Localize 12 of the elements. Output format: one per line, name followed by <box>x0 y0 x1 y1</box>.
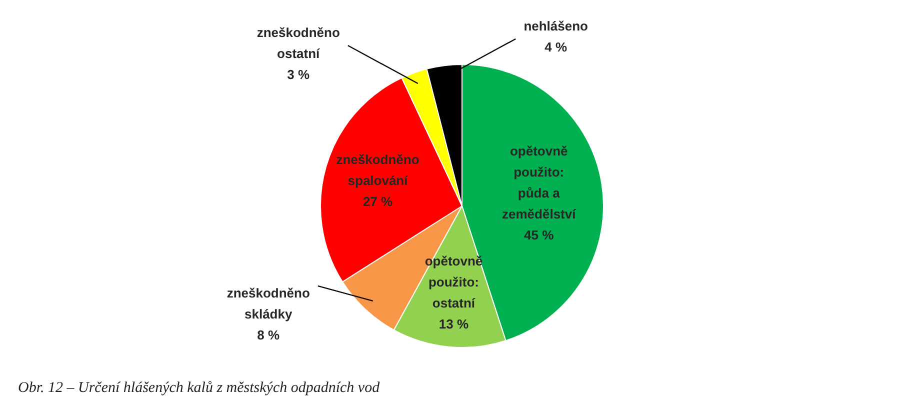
data-label: 13 % <box>438 316 469 332</box>
slice-label: zneškodněno skládky <box>226 285 310 322</box>
data-label: 4 % <box>544 39 568 54</box>
slice-label: nehlášeno <box>524 18 588 34</box>
slice-label: zneškodněno ostatní <box>256 25 340 62</box>
slice-label: opětovně použito: půda a zemědělství <box>502 143 576 222</box>
data-label: 8 % <box>257 327 280 342</box>
data-label: 27 % <box>362 194 394 210</box>
data-label: 45 % <box>524 227 554 242</box>
data-label: 3 % <box>287 67 310 82</box>
text: Obr. 12 – Určení hlášených kalů z městských odpadních vod <box>18 380 381 397</box>
slice-label: zneškodněno spalování <box>336 152 420 188</box>
